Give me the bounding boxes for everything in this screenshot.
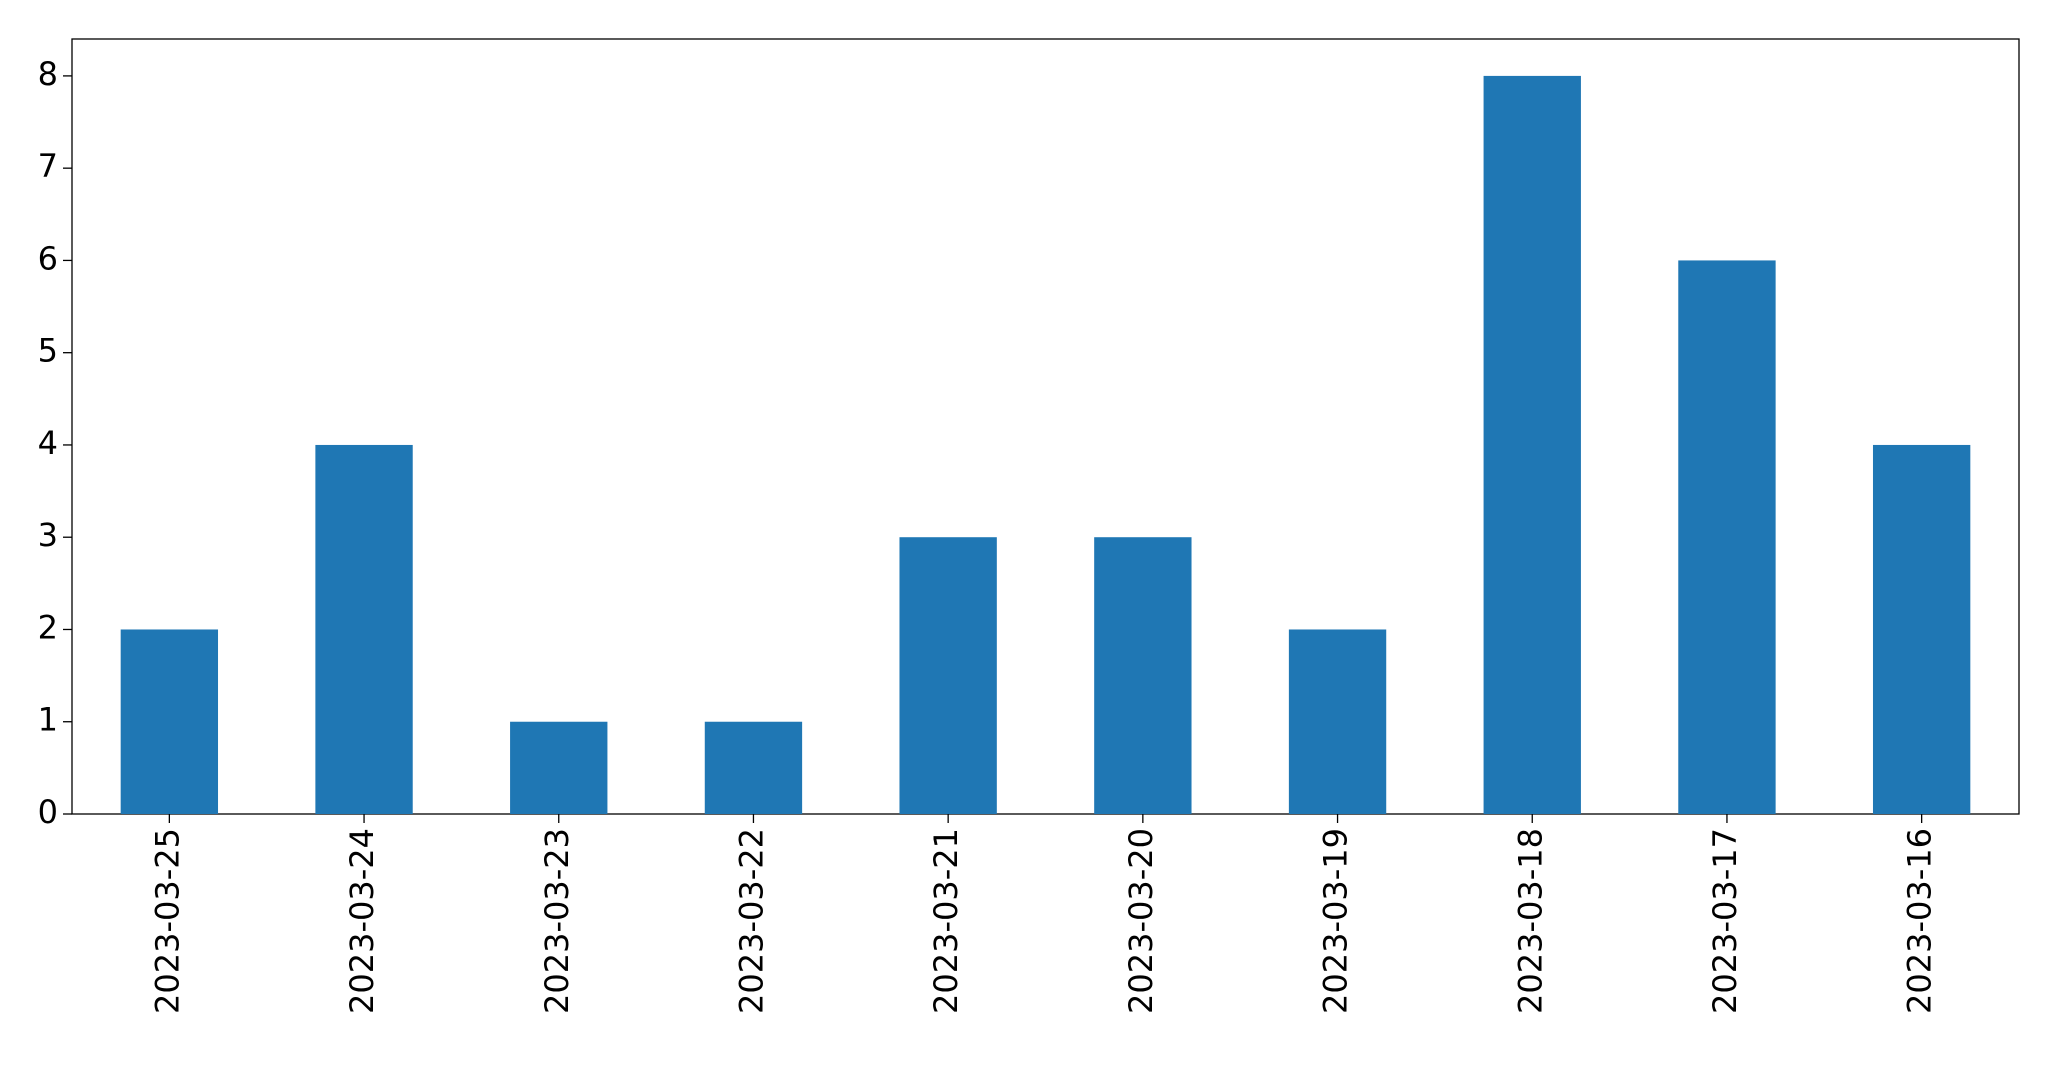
x-tick-label: 2023-03-22 [732,828,770,1014]
y-tick-label: 0 [38,793,58,831]
y-tick-label: 2 [38,608,58,646]
bar [704,721,803,814]
x-tick-label: 2023-03-21 [927,828,965,1014]
bar [510,721,608,814]
x-tick-label: 2023-03-20 [1122,828,1160,1014]
x-tick-label: 2023-03-18 [1511,828,1549,1014]
bar [1678,260,1776,814]
y-tick-label: 6 [38,239,58,277]
bar [1872,444,1971,814]
y-tick-label: 5 [38,332,58,370]
bar [1483,75,1581,814]
x-tick-label: 2023-03-17 [1706,828,1744,1014]
plot-frame [71,38,2020,815]
bar [315,444,413,814]
y-tick-label: 1 [38,701,58,739]
x-tick-label: 2023-03-23 [538,828,576,1014]
y-tick-label: 7 [38,147,58,185]
x-tick-label: 2023-03-24 [343,828,381,1014]
x-tick-label: 2023-03-16 [1901,828,1939,1014]
bar [899,537,997,814]
bar [1094,537,1192,814]
y-tick-label: 8 [38,55,58,93]
y-tick-label: 4 [38,424,58,462]
x-tick-label: 2023-03-25 [148,828,186,1014]
bar [1288,629,1387,814]
bar [120,629,219,814]
y-tick-label: 3 [38,516,58,554]
x-tick-label: 2023-03-19 [1317,828,1355,1014]
